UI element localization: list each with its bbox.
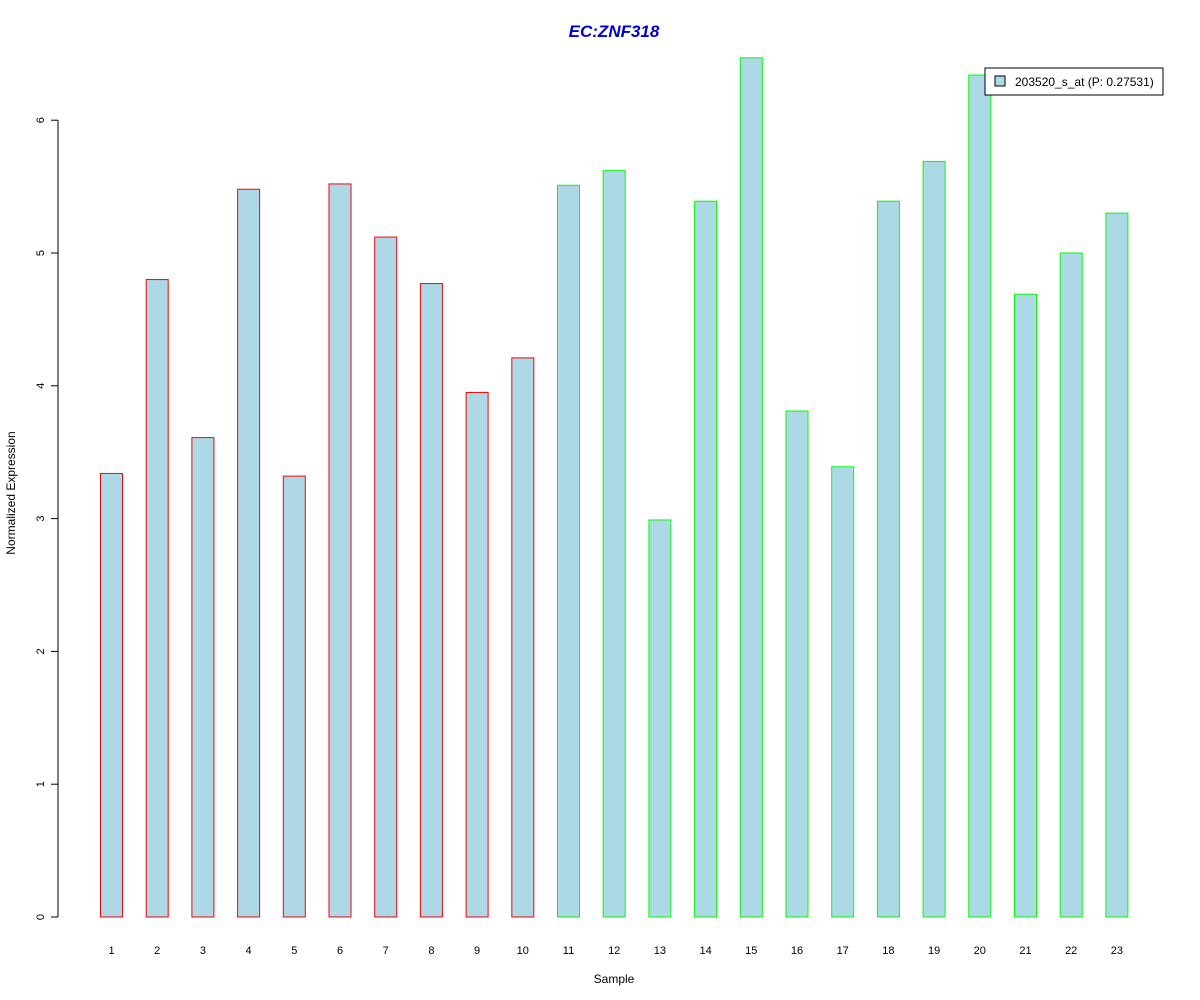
- x-tick-label: 4: [246, 945, 252, 957]
- chart-title: EC:ZNF318: [569, 22, 660, 41]
- bar: [557, 184, 580, 918]
- bar: [1014, 293, 1037, 918]
- bar: [282, 475, 306, 918]
- x-tick-label: 1: [108, 945, 114, 957]
- bar: [922, 160, 946, 918]
- x-tick-label: 21: [1019, 945, 1031, 957]
- legend: 203520_s_at (P: 0.27531): [984, 67, 1164, 96]
- bar: [785, 410, 809, 918]
- bar: [968, 74, 992, 918]
- bar: [237, 188, 261, 918]
- x-tick-label: 9: [474, 945, 480, 957]
- bar: [374, 236, 398, 918]
- bar: [648, 519, 672, 918]
- x-tick-label: 19: [928, 945, 940, 957]
- bar: [831, 466, 855, 918]
- bar: [100, 472, 123, 918]
- bar: [1059, 252, 1083, 918]
- legend-box: [984, 67, 1164, 96]
- bar: [739, 57, 763, 918]
- y-tick-label: 5: [35, 250, 47, 256]
- bar: [419, 283, 443, 918]
- bar: [328, 183, 352, 918]
- x-tick-label: 2: [154, 945, 160, 957]
- y-tick-label: 4: [35, 383, 47, 389]
- y-tick-label: 2: [35, 648, 47, 654]
- x-tick-label: 6: [337, 945, 343, 957]
- bar: [1105, 212, 1129, 918]
- x-tick-label: 17: [837, 945, 849, 957]
- x-tick-label: 15: [745, 945, 757, 957]
- x-axis-label: Sample: [594, 972, 635, 986]
- x-tick-label: 18: [882, 945, 894, 957]
- x-tick-label: 22: [1065, 945, 1077, 957]
- bar: [191, 437, 215, 918]
- x-tick-label: 5: [291, 945, 297, 957]
- x-tick-label: 8: [428, 945, 434, 957]
- x-tick-label: 11: [563, 945, 574, 957]
- bar: [602, 170, 626, 918]
- y-tick-label: 1: [35, 781, 47, 787]
- y-axis-label: Normalized Expression: [4, 431, 18, 554]
- x-tick-label: 7: [383, 945, 389, 957]
- bar: [145, 279, 169, 918]
- x-tick-label: 14: [699, 945, 711, 957]
- bar: [465, 391, 489, 918]
- y-tick-label: 6: [35, 117, 47, 123]
- bars: [100, 57, 1129, 918]
- x-tick-label: 16: [791, 945, 803, 957]
- x-tick-label: 13: [654, 945, 666, 957]
- x-tick-label: 12: [608, 945, 620, 957]
- y-tick-label: 3: [35, 516, 47, 522]
- x-tick-label: 3: [200, 945, 206, 957]
- bar: [876, 200, 900, 918]
- y-tick-label: 0: [35, 914, 47, 920]
- bar: [511, 357, 535, 918]
- x-tick-label: 10: [517, 945, 529, 957]
- x-tick-label: 20: [974, 945, 986, 957]
- x-tick-labels: 1 2 3 4 5 6 7 8 9 10 11 12 13 14 15 16 17 18 19 20 21 22 23: [108, 945, 1123, 957]
- bar: [694, 200, 718, 918]
- y-axis: 0 1 2 3 4 5 6: [35, 117, 59, 920]
- x-tick-label: 23: [1111, 945, 1123, 957]
- legend-label: 203520_s_at (P: 0.27531): [1015, 75, 1154, 89]
- legend-swatch: [994, 75, 1006, 87]
